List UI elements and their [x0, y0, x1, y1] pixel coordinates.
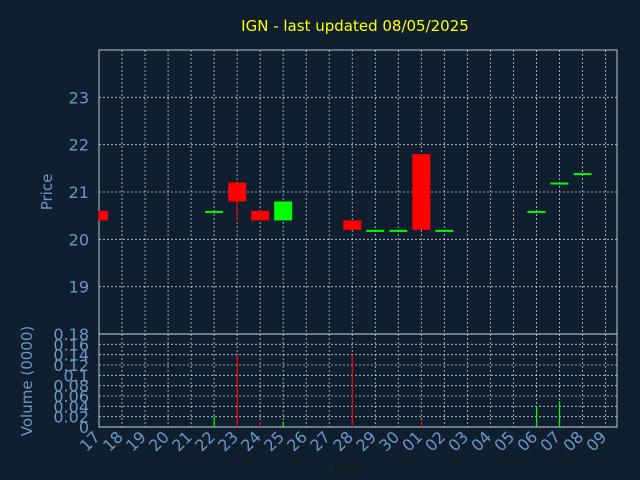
candle-24 [251, 210, 270, 221]
candle-body [251, 210, 270, 221]
candle-06 [527, 210, 546, 213]
candle-body [343, 220, 362, 230]
price-grid [99, 50, 617, 334]
volume-bar-23 [236, 354, 238, 427]
volume-y-tick-labels: 00.020.040.060.080.10.120.140.160.18 [53, 325, 89, 437]
candle-28 [343, 220, 362, 230]
volume-bar-25 [282, 421, 284, 427]
candle-body [366, 229, 385, 232]
volume-bars [213, 354, 561, 427]
price-plot-area [98, 49, 618, 335]
candle-17 [98, 210, 108, 221]
candle-body [573, 173, 592, 176]
candle-08 [573, 173, 592, 176]
candle-body [389, 229, 408, 232]
price-y-tick-label: 20 [69, 230, 89, 249]
volume-bar-01 [420, 421, 423, 427]
price-panel: 19 20 21 22 23 Price [38, 49, 618, 335]
price-y-tick-labels: 19 20 21 22 23 [69, 88, 89, 296]
volume-y-tick-label: 0 [79, 418, 89, 437]
volume-bar-06 [535, 406, 538, 427]
candle-body [527, 210, 546, 213]
volume-y-tick-label: 0.08 [53, 377, 89, 396]
candle-30 [389, 229, 408, 232]
price-y-tick-label: 22 [69, 136, 89, 155]
volume-y-tick-label: 0.04 [53, 397, 89, 416]
volume-y-tick-label: 0.06 [53, 387, 89, 406]
candle-22 [205, 210, 224, 213]
volume-y-tick-label: 0.16 [53, 335, 89, 354]
candle-body [412, 154, 431, 230]
volume-y-tick-label: 0.12 [53, 356, 89, 375]
day-axis-label: Day [333, 459, 361, 475]
candle-07 [550, 182, 569, 185]
candle-body [550, 182, 569, 185]
price-candles [98, 154, 592, 232]
volume-bar-28 [351, 354, 353, 427]
candle-23 [228, 182, 247, 221]
candle-body [205, 210, 224, 213]
volume-y-tick-label: 0.02 [53, 408, 89, 427]
candle-01 [412, 154, 431, 230]
volume-panel: 00.020.040.060.080.10.120.140.160.18 Vol… [18, 325, 618, 437]
candle-02 [435, 229, 454, 232]
price-axis-label: Price [38, 174, 56, 211]
volume-y-tick-label: 0.18 [53, 325, 89, 344]
chart-title: IGN - last updated 08/05/2025 [241, 17, 469, 35]
x-tick-label: 09 [582, 427, 610, 455]
volume-bar-22 [213, 416, 215, 427]
x-tick-labels: 1718192021222324252627282930010203040506… [76, 427, 610, 455]
volume-axis-label: Volume (0000) [18, 326, 36, 436]
candle-29 [366, 229, 385, 232]
candle-body [228, 182, 247, 202]
price-y-tick-label: 19 [69, 278, 89, 297]
volume-bar-07 [558, 401, 561, 427]
candle-body [274, 201, 293, 221]
volume-plot-area [98, 333, 618, 428]
candle-body [99, 210, 108, 221]
price-y-tick-label: 21 [69, 183, 89, 202]
volume-y-tick-label: 0.1 [64, 366, 89, 385]
volume-y-tick-label: 0.14 [53, 346, 89, 365]
volume-bar-24 [259, 421, 261, 427]
price-y-tick-label: 23 [69, 88, 89, 107]
candle-body [435, 229, 454, 232]
candle-25 [274, 201, 293, 221]
